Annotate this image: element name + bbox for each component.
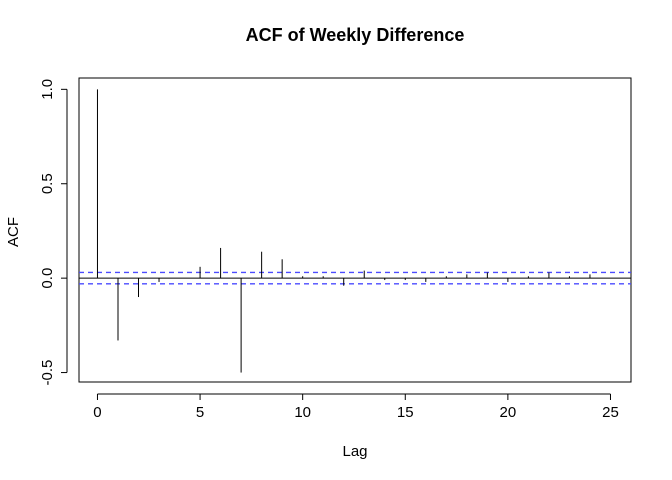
x-tick-label-0: 0	[93, 404, 101, 421]
x-axis: 0 5 10 15 20 25	[93, 393, 619, 421]
y-tick-label-1: 0.0	[39, 268, 56, 289]
y-axis: -0.5 0.0 0.5 1.0	[39, 79, 68, 386]
x-tick-label-5: 5	[196, 404, 204, 421]
y-axis-label: ACF	[5, 217, 22, 247]
x-tick-label-15: 15	[397, 404, 414, 421]
y-tick-label-3: 1.0	[39, 79, 56, 100]
chart-title: ACF of Weekly Difference	[246, 25, 465, 45]
x-tick-label-20: 20	[500, 404, 517, 421]
x-tick-label-10: 10	[294, 404, 311, 421]
x-axis-label: Lag	[342, 443, 367, 460]
plot-frame	[78, 77, 632, 383]
y-tick-label-0: -0.5	[39, 360, 56, 386]
x-tick-label-25: 25	[602, 404, 619, 421]
acf-stems	[96, 89, 591, 373]
y-tick-label-2: 0.5	[39, 173, 56, 194]
